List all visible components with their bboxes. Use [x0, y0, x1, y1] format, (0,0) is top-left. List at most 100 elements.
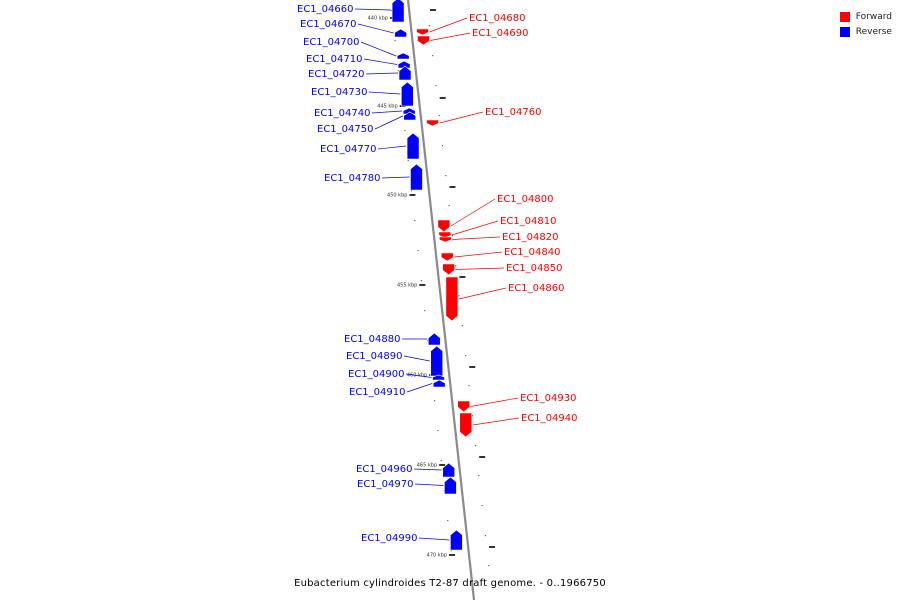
legend-swatch-reverse [839, 26, 850, 37]
label-connector [418, 537, 450, 541]
gene-label-ec1_04760[interactable]: EC1_04760 [485, 107, 541, 118]
gene-label-ec1_04750[interactable]: EC1_04750 [317, 124, 373, 135]
minor-tick [451, 235, 454, 237]
gene-label-ec1_04720[interactable]: EC1_04720 [308, 69, 364, 80]
minor-tick [404, 130, 406, 132]
gene-arrow-ec1_04670[interactable] [394, 28, 407, 38]
gene-label-ec1_04690[interactable]: EC1_04690 [472, 28, 528, 39]
minor-tick [458, 295, 460, 297]
minor-tick [432, 55, 434, 57]
gene-arrow-ec1_04690[interactable] [417, 35, 430, 46]
label-connector [371, 110, 403, 114]
minor-tick [445, 175, 447, 177]
label-connector [368, 91, 401, 95]
gene-arrow-ec1_04700[interactable] [396, 52, 410, 60]
gene-label-ec1_04680[interactable]: EC1_04680 [469, 13, 525, 24]
gene-arrow-ec1_04680[interactable] [416, 28, 429, 36]
label-connector [430, 32, 471, 41]
gene-arrow-ec1_04880[interactable] [427, 332, 441, 346]
label-connector [470, 397, 519, 407]
gene-label-ec1_04850[interactable]: EC1_04850 [506, 263, 562, 274]
minor-tick [448, 205, 450, 207]
minor-tick [478, 475, 480, 477]
gene-label-ec1_04990[interactable]: EC1_04990 [361, 533, 417, 544]
label-connector [413, 468, 442, 471]
gene-arrow-ec1_04780[interactable] [410, 163, 423, 191]
gene-label-ec1_04900[interactable]: EC1_04900 [348, 369, 404, 380]
gene-labels: EC1_04660 EC1_04670 EC1_04680 EC1_04690 EC1_… [297, 4, 577, 544]
gene-label-ec1_04660[interactable]: EC1_04660 [297, 4, 353, 15]
gene-label-ec1_04740[interactable]: EC1_04740 [314, 108, 370, 119]
label-connector [363, 58, 398, 65]
label-connector [360, 41, 397, 57]
gene-label-ec1_04960[interactable]: EC1_04960 [356, 464, 412, 475]
label-connector [452, 236, 501, 240]
label-connector [357, 23, 394, 34]
label-connector [381, 176, 410, 179]
legend-label-forward: Forward [855, 11, 892, 22]
minor-tick [394, 40, 396, 42]
minor-tick [461, 325, 463, 327]
gene-label-ec1_04890[interactable]: EC1_04890 [346, 351, 402, 362]
gene-arrow-ec1_04890[interactable] [430, 345, 444, 377]
gene-arrow-ec1_04730[interactable] [401, 81, 414, 107]
minor-tick [437, 430, 439, 432]
gene-arrow-ec1_04660[interactable] [391, 0, 405, 23]
gene-arrow-ec1_04740[interactable] [402, 107, 416, 115]
gene-label-ec1_04670[interactable]: EC1_04670 [300, 19, 356, 30]
gene-label-ec1_04840[interactable]: EC1_04840 [504, 247, 560, 258]
gene-arrow-ec1_04750[interactable] [403, 111, 417, 121]
gene-arrow-ec1_04810[interactable] [438, 231, 452, 239]
minor-tick [434, 400, 436, 402]
gene-label-ec1_04770[interactable]: EC1_04770 [320, 144, 376, 155]
gene-arrow-ec1_04720[interactable] [398, 65, 412, 81]
minor-tick [417, 250, 419, 252]
label-connector [403, 355, 430, 362]
gene-arrow-ec1_04940[interactable] [459, 412, 473, 438]
gene-arrow-ec1_04760[interactable] [426, 119, 439, 127]
minor-tick [410, 190, 413, 192]
map-caption: Eubacterium cylindroides T2-87 draft gen… [294, 578, 606, 589]
gene-label-ec1_04710[interactable]: EC1_04710 [306, 54, 362, 65]
gene-label-ec1_04700[interactable]: EC1_04700 [303, 37, 359, 48]
gene-arrow-ec1_04900[interactable] [432, 374, 445, 381]
gene-label-ec1_04730[interactable]: EC1_04730 [311, 87, 367, 98]
gene-arrow-ec1_04800[interactable] [437, 219, 451, 233]
gene-arrow-ec1_04930[interactable] [457, 400, 471, 413]
label-connector [439, 111, 484, 124]
label-connector [450, 198, 496, 227]
gene-label-ec1_04940[interactable]: EC1_04940 [521, 413, 577, 424]
tick-label: 445 kbp [377, 104, 397, 110]
gene-arrow-ec1_04910[interactable] [432, 379, 446, 388]
tick-label: 455 kbp [397, 283, 417, 289]
gene-label-ec1_04880[interactable]: EC1_04880 [344, 334, 400, 345]
minor-tick [474, 445, 477, 447]
gene-arrow-ec1_04990[interactable] [450, 529, 463, 551]
tick-label: 470 kbp [427, 553, 447, 559]
gene-label-ec1_04800[interactable]: EC1_04800 [497, 194, 553, 205]
gene-label-ec1_04780[interactable]: EC1_04780 [324, 173, 380, 184]
gene-label-ec1_04810[interactable]: EC1_04810 [500, 216, 556, 227]
gene-label-ec1_04860[interactable]: EC1_04860 [508, 283, 564, 294]
label-connector [354, 8, 392, 11]
gene-arrow-ec1_04840[interactable] [440, 252, 454, 262]
gene-arrow-ec1_04850[interactable] [442, 263, 455, 276]
minor-tick [441, 145, 444, 147]
gene-label-ec1_04910[interactable]: EC1_04910 [349, 387, 405, 398]
minor-tick [438, 115, 440, 117]
tick-label: 465 kbp [417, 463, 437, 469]
legend-item-forward: Forward [839, 9, 892, 24]
gene-label-ec1_04930[interactable]: EC1_04930 [520, 393, 576, 404]
minor-tick [450, 550, 452, 552]
gene-arrow-ec1_04820[interactable] [439, 236, 452, 243]
gene-label-ec1_04820[interactable]: EC1_04820 [502, 232, 558, 243]
gene-arrow-ec1_04970[interactable] [444, 476, 457, 495]
genome-backbone [406, 0, 476, 600]
gene-arrow-ec1_04710[interactable] [397, 60, 411, 69]
gene-arrow-ec1_04860[interactable] [445, 276, 459, 322]
label-connector [451, 220, 499, 236]
gene-arrow-ec1_04960[interactable] [442, 462, 456, 478]
gene-label-ec1_04970[interactable]: EC1_04970 [357, 479, 413, 490]
gene-arrow-ec1_04770[interactable] [406, 132, 420, 160]
